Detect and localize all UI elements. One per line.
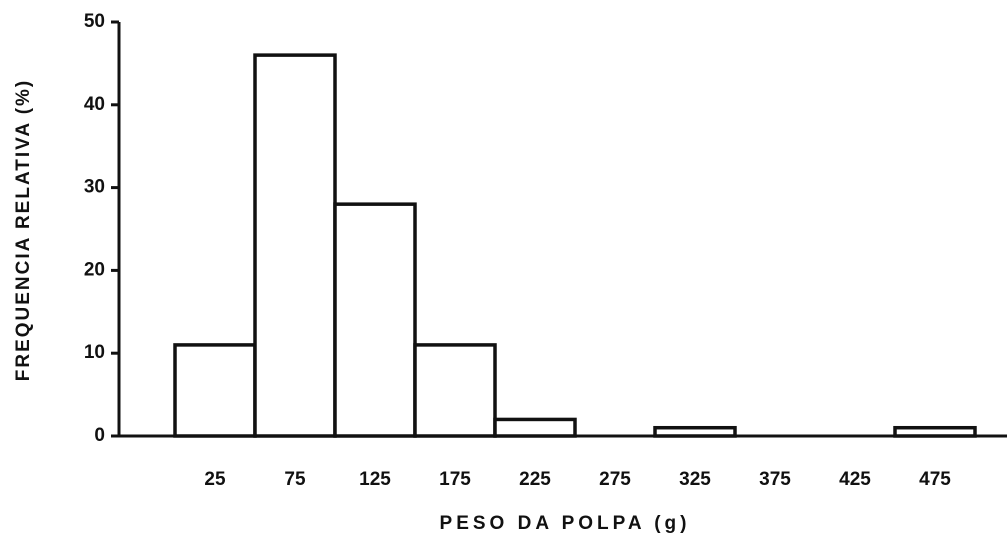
y-tick-label: 10 [84,342,105,363]
x-tick-label: 125 [359,469,391,490]
y-axis-label: FREQUENCIA RELATIVA (%) [13,79,34,382]
bar [333,202,417,438]
x-tick-label: 25 [204,469,226,490]
y-tick-label: 30 [84,177,105,198]
bar [253,53,337,438]
y-tick-label: 0 [94,425,105,446]
x-tick-label: 225 [519,469,551,490]
x-tick-label: 475 [919,469,951,490]
y-tick-label: 50 [84,11,105,32]
x-tick-label: 75 [284,469,306,490]
bar [493,417,577,438]
bar [173,343,257,438]
x-axis-label: PESO DA POLPA (g) [440,513,691,534]
y-tick-label: 40 [84,94,105,115]
y-tick-label: 20 [84,259,105,280]
x-tick-label: 275 [599,469,631,490]
x-tick-label: 325 [679,469,711,490]
x-tick-label: 375 [759,469,791,490]
bar [413,343,497,438]
x-tick-label: 175 [439,469,471,490]
x-tick-label: 425 [839,469,871,490]
